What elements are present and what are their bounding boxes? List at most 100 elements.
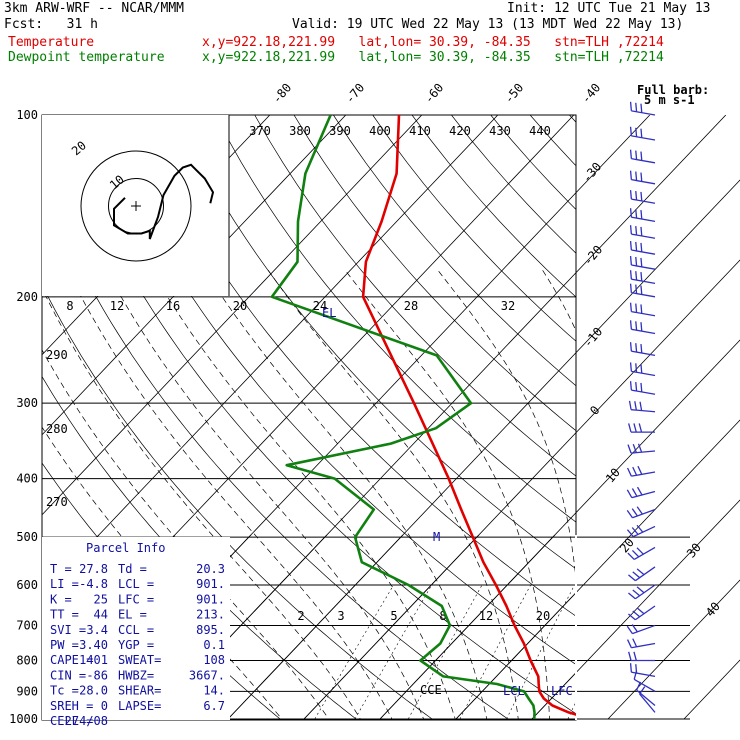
wind-barb [627,546,656,561]
theta-label: 380 [289,124,311,138]
dry-adiabat-line [254,115,576,477]
theta-label: 420 [449,124,471,138]
dry-adiabat-line [42,284,435,720]
parcel-info-key: K = [50,592,72,606]
pressure-tick-label: 400 [16,472,38,486]
init-time: Init: 12 UTC Tue 21 May 13 [507,1,711,16]
parcel-info-value: 3.40 [79,638,108,652]
parcel-info-title: Parcel Info [86,541,165,555]
parcel-info-key: SHEAR= [118,684,161,698]
isotherm-line [42,115,499,596]
parcel-info-value: 1401 [79,653,108,667]
level-annotation: LFC [551,684,573,698]
isotherm-label: -40 [579,81,604,107]
mixing-ratio-line [408,584,483,720]
isotherm-line [42,115,347,436]
wind-barb [639,686,656,713]
wind-barb [629,241,656,255]
wind-barb [626,506,656,519]
parcel-info-value: 901. [196,592,225,606]
isotherm-label: -10 [581,325,606,351]
wind-barb [628,566,656,582]
isotherm-line [227,352,576,720]
level-annotation: LCL [503,684,525,698]
parcel-info-key: LFC = [118,592,154,606]
parcel-info-key: Td = [118,562,147,576]
hodograph-axis-label: 28 [404,299,418,313]
parcel-info-value: 108 [203,653,225,667]
parcel-info-key: PW = [50,638,79,652]
isotherm-ext-line [227,115,740,720]
pressure-tick-label: 500 [16,530,38,544]
dewpoint-location: x,y=922.18,221.99 lat,lon= 30.39, -84.35… [202,50,664,65]
mixing-ratio-line [567,701,576,720]
pressure-tick-label: 1000 [9,712,38,726]
parcel-info-value: 25 [94,592,108,606]
dry-adiabat-line [96,115,576,665]
dewpoint-profile [270,115,536,720]
mixing-ratio-label: 12 [479,609,493,623]
wind-barb [629,302,656,317]
theta-e-label: 280 [46,422,68,436]
isotherm-line [608,115,740,719]
theta-label: 440 [529,124,551,138]
isotherm-line [42,115,423,516]
wind-barb [628,605,656,621]
hodograph-trace [113,163,215,240]
dry-adiabat-line [42,182,511,720]
pressure-tick-label: 900 [16,684,38,698]
isotherm-line [684,115,740,719]
moist-adiabat-line [66,269,393,720]
isotherm-label: 10 [603,465,623,485]
wind-barb [633,670,656,692]
moist-adiabat-line [267,268,519,720]
mixing-ratio-label: 3 [337,609,344,623]
isotherm-ext-line [531,115,740,720]
temperature-location: x,y=922.18,221.99 lat,lon= 30.39, -84.35… [202,35,664,50]
theta-label: 390 [329,124,351,138]
parcel-info-key: SWEAT= [118,653,161,667]
isotherm-label: -50 [502,81,527,107]
parcel-info-value: 0 [101,699,108,713]
barb-legend: Full barb: [637,83,709,97]
parcel-info-value: 213. [196,608,225,622]
model-title: 3km ARW-WRF -- NCAR/MMM [4,1,185,16]
theta-label: 410 [409,124,431,138]
wind-barb [626,465,656,477]
parcel-info-value: 6.7 [203,699,225,713]
moist-adiabat-line [42,287,362,720]
theta-label: 370 [249,124,271,138]
isotherm-label: -70 [343,81,368,107]
parcel-info-value: 274/08 [65,714,108,728]
mixing-ratio-line [314,584,394,720]
wind-barb [629,283,656,298]
pressure-tick-label: 700 [16,618,38,632]
wind-barb [628,651,655,662]
dewpoint-legend: Dewpoint temperature [8,50,165,65]
parcel-info-value: -86 [86,668,108,682]
wind-barb [629,208,656,222]
wind-barb [629,381,656,395]
barb-legend-units: 5 m s-1 [644,93,695,107]
temperature-legend: Temperature [8,35,95,50]
mixing-ratio-label: 8 [439,609,446,623]
hodograph-axis-label: 16 [166,299,180,313]
dry-adiabat-line [609,115,740,732]
isotherm-line [303,432,576,720]
dry-adiabat-line [333,115,576,387]
pressure-tick-label: 100 [16,108,38,122]
temperature-profile [361,115,576,716]
parcel-info-value: 895. [196,623,225,637]
parcel-info-key: CIN = [50,668,86,682]
parcel-info-key: LI = [50,577,79,591]
valid-time: Valid: 19 UTC Wed 22 May 13 (13 MDT Wed … [292,17,684,32]
mixing-ratio-label: 5 [390,609,397,623]
parcel-info-value: 0.1 [203,638,225,652]
moist-adiabat-line [150,269,456,720]
parcel-info-key: CCL = [118,623,154,637]
plot-frame [41,114,577,721]
dry-adiabat-line [727,115,740,732]
isotherm-label: -60 [422,81,447,107]
isotherm-line [379,512,576,720]
wind-barb [629,320,656,335]
